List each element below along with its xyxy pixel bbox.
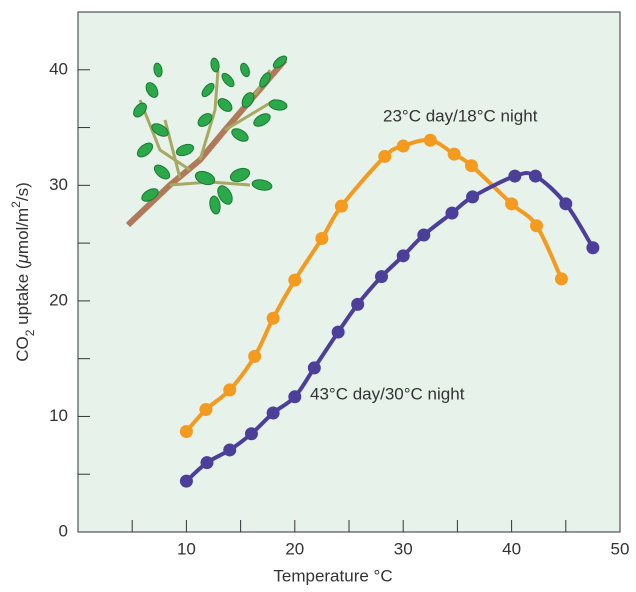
y-axis-label: CO2 uptake (μmol/m2/s) — [9, 182, 37, 362]
y-tick-label: 10 — [49, 406, 68, 425]
y-label-part: CO — [13, 336, 32, 362]
x-tick-label: 50 — [611, 539, 630, 558]
plant-illustration — [125, 55, 288, 228]
data-point — [505, 197, 519, 211]
data-point — [396, 249, 410, 263]
data-point — [179, 474, 193, 488]
plot-area — [77, 11, 621, 533]
data-point — [200, 456, 214, 470]
data-point — [288, 390, 302, 404]
data-point — [554, 272, 568, 286]
data-point — [417, 228, 431, 242]
series-label: 43°C day/30°C night — [310, 384, 465, 403]
y-label-part: mol/m — [13, 208, 32, 254]
data-point — [378, 149, 392, 163]
data-point — [464, 159, 478, 173]
data-point — [445, 206, 459, 220]
data-point — [508, 169, 522, 183]
data-point — [223, 443, 237, 457]
data-point — [423, 133, 437, 147]
y-label-part: 2 — [23, 329, 37, 336]
data-point — [530, 219, 544, 233]
data-point — [331, 325, 345, 339]
data-point — [351, 297, 365, 311]
x-tick-label: 40 — [502, 539, 521, 558]
data-point — [315, 231, 329, 245]
x-tick-label: 20 — [285, 539, 304, 558]
y-tick-label: 20 — [49, 290, 68, 309]
y-tick-label: 0 — [59, 521, 68, 540]
y-label-part: 2 — [9, 201, 23, 208]
y-label-part: uptake ( — [13, 263, 32, 329]
data-point — [334, 199, 348, 213]
data-point — [447, 147, 461, 161]
data-point — [244, 427, 258, 441]
x-tick-label: 10 — [177, 539, 196, 558]
x-axis-label: Temperature °C — [273, 566, 392, 585]
data-point — [199, 403, 213, 417]
data-point — [266, 406, 280, 420]
series-label: 23°C day/18°C night — [383, 106, 538, 125]
y-label-part: /s) — [13, 182, 32, 201]
y-tick-label: 40 — [49, 59, 68, 78]
data-point — [248, 349, 262, 363]
data-point — [586, 241, 600, 255]
data-point — [396, 139, 410, 153]
data-point — [559, 197, 573, 211]
data-point — [307, 361, 321, 375]
y-tick-label: 30 — [49, 175, 68, 194]
data-point — [466, 190, 480, 204]
data-point — [288, 273, 302, 287]
fit-curve — [184, 138, 564, 433]
y-label-part: μ — [13, 253, 32, 264]
data-point — [375, 270, 389, 284]
data-point — [266, 311, 280, 325]
x-tick-label: 30 — [394, 539, 413, 558]
data-point — [223, 383, 237, 397]
data-point — [179, 424, 193, 438]
data-point — [528, 169, 542, 183]
